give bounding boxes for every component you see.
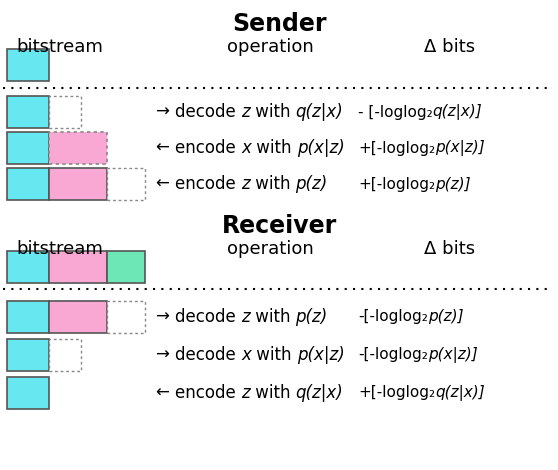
Bar [49,251,107,283]
Text: +[-loglog₂: +[-loglog₂ [358,141,435,156]
Text: p(x|z): p(x|z) [297,139,344,157]
Text: encode: encode [175,175,241,193]
Bar [49,132,107,164]
Text: decode: decode [175,103,241,121]
Text: bitstream: bitstream [17,240,103,258]
Text: x: x [241,139,251,157]
Text: p(z): p(z) [296,308,328,326]
Text: p(z): p(z) [296,175,328,193]
Text: x: x [241,346,251,364]
Text: -[-loglog₂: -[-loglog₂ [358,310,428,324]
Text: with: with [250,175,296,193]
Text: p(x|z)]: p(x|z)] [428,347,478,363]
Bar [7,251,49,283]
Text: p(x|z)]: p(x|z)] [435,140,485,156]
Text: z: z [241,308,250,326]
Text: q(z|x)]: q(z|x)] [435,385,485,401]
Bar [7,168,49,200]
Text: decode: decode [175,308,241,326]
Text: p(z)]: p(z)] [435,177,471,191]
Text: z: z [241,103,250,121]
Bar [49,339,81,371]
Bar [49,301,107,333]
Text: ←: ← [155,384,169,402]
Text: with: with [250,103,296,121]
Bar [7,96,49,128]
Bar [49,96,81,128]
Text: bitstream: bitstream [17,38,103,56]
Text: Δ bits: Δ bits [425,240,475,258]
Text: →: → [155,103,169,121]
Text: →: → [155,308,169,326]
Bar [7,301,49,333]
Bar [7,49,49,81]
Text: →: → [155,346,169,364]
Text: operation: operation [227,38,314,56]
Bar [7,339,49,371]
Bar [49,168,107,200]
Text: with: with [250,308,296,326]
Text: +[-loglog₂: +[-loglog₂ [358,177,435,191]
Text: p(x|z): p(x|z) [297,346,344,364]
Text: +[-loglog₂: +[-loglog₂ [358,385,435,400]
Text: -[-loglog₂: -[-loglog₂ [358,347,428,362]
Text: q(z|x)]: q(z|x)] [433,104,483,120]
Text: q(z|x): q(z|x) [296,103,343,121]
Bar [7,132,49,164]
Text: p(z)]: p(z)] [428,310,464,324]
Text: z: z [241,384,250,402]
Text: decode: decode [175,346,241,364]
Text: encode: encode [175,139,241,157]
Text: with: with [250,384,296,402]
Text: with: with [251,139,297,157]
Text: with: with [251,346,297,364]
Text: Δ bits: Δ bits [425,38,475,56]
Text: Sender: Sender [232,12,326,36]
Text: Receiver: Receiver [222,214,336,238]
Bar [107,251,145,283]
Text: - [-loglog₂: - [-loglog₂ [358,104,433,119]
Bar [7,377,49,409]
Text: operation: operation [227,240,314,258]
Text: ←: ← [155,175,169,193]
Text: q(z|x): q(z|x) [296,384,343,402]
Text: encode: encode [175,384,241,402]
Text: ←: ← [155,139,169,157]
Text: z: z [241,175,250,193]
Bar [107,168,145,200]
Bar [107,301,145,333]
